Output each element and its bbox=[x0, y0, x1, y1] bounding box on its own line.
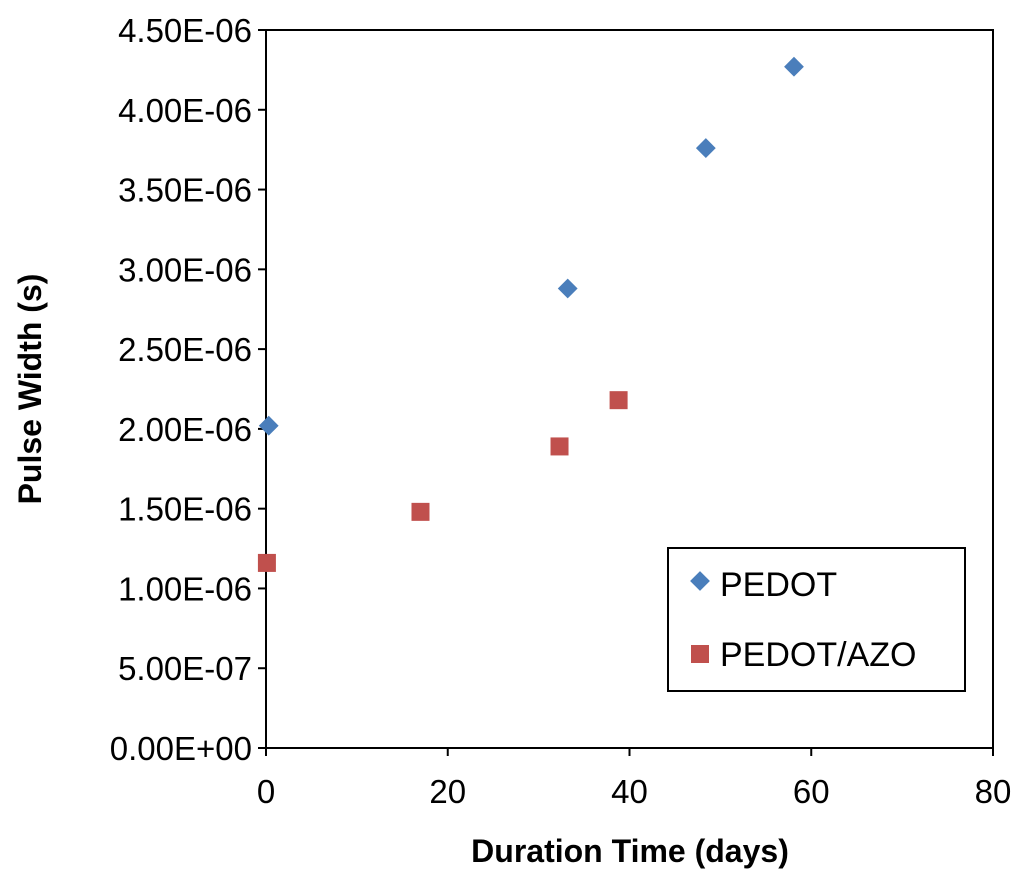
y-tick-label: 1.50E-06 bbox=[118, 491, 252, 528]
y-tick-label: 3.00E-06 bbox=[118, 251, 252, 288]
y-tick-label: 4.00E-06 bbox=[118, 92, 252, 129]
point-pedot-0 bbox=[258, 415, 279, 436]
data-points bbox=[257, 56, 804, 572]
y-tick-label: 2.50E-06 bbox=[118, 331, 252, 368]
legend: PEDOT PEDOT/AZO bbox=[667, 547, 966, 692]
y-axis-ticks: 0.00E+00 5.00E-07 1.00E-06 1.50E-06 2.00E-06… bbox=[110, 12, 266, 767]
legend-label-pedot: PEDOT bbox=[720, 566, 837, 604]
x-tick-label: 0 bbox=[257, 773, 275, 810]
point-pedot-azo-3 bbox=[609, 391, 628, 410]
x-tick-label: 20 bbox=[429, 773, 466, 810]
x-tick-label: 80 bbox=[975, 773, 1012, 810]
y-tick-label: 0.00E+00 bbox=[110, 730, 252, 767]
y-tick-label: 3.50E-06 bbox=[118, 172, 252, 209]
x-axis-title: Duration Time (days) bbox=[471, 833, 789, 869]
y-tick-label: 2.00E-06 bbox=[118, 411, 252, 448]
point-pedot-azo-0 bbox=[257, 553, 276, 572]
y-tick-label: 5.00E-07 bbox=[118, 650, 252, 687]
y-tick-label: 4.50E-06 bbox=[118, 12, 252, 49]
x-axis-ticks: 0 20 40 60 80 bbox=[257, 748, 1012, 810]
point-pedot-azo-2 bbox=[550, 437, 569, 456]
y-tick-label: 1.00E-06 bbox=[118, 570, 252, 607]
legend-marker-pedot bbox=[690, 571, 710, 591]
y-axis-title: Pulse Width (s) bbox=[12, 274, 48, 505]
legend-marker-pedot-azo bbox=[691, 645, 709, 663]
x-tick-label: 40 bbox=[611, 773, 648, 810]
point-pedot-azo-1 bbox=[411, 502, 430, 521]
x-tick-label: 60 bbox=[793, 773, 830, 810]
legend-box bbox=[667, 547, 966, 692]
legend-label-pedot-azo: PEDOT/AZO bbox=[720, 636, 916, 674]
point-pedot-1 bbox=[557, 278, 578, 299]
